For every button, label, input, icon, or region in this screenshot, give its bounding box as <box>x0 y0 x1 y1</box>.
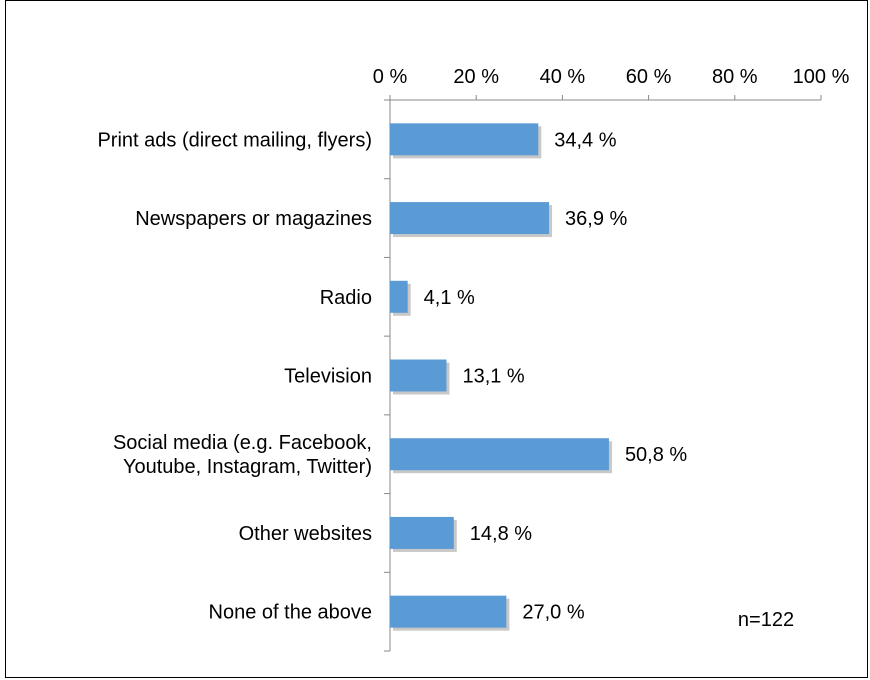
bar <box>390 359 447 392</box>
bars <box>390 123 612 631</box>
x-axis: 0 % 20 % 40 % 60 % 80 % 100 % <box>373 66 850 101</box>
category-label-line: None of the above <box>209 602 372 624</box>
data-label: 27,0 % <box>522 602 584 624</box>
category-label: Print ads (direct mailing, flyers) <box>97 129 372 151</box>
category-label: Social media (e.g. Facebook, Youtube, Ins… <box>113 432 372 478</box>
y-axis <box>384 99 391 652</box>
data-label: 4,1 % <box>424 287 475 309</box>
bar <box>390 438 609 471</box>
category-label-line: Radio <box>320 287 372 309</box>
bar <box>390 202 550 235</box>
category-label-line: Social media (e.g. Facebook, <box>113 432 372 454</box>
category-label: Other websites <box>239 523 372 545</box>
category-label-line: Print ads (direct mailing, flyers) <box>97 129 372 151</box>
bar <box>390 595 507 628</box>
x-tick-label: 40 % <box>540 66 586 88</box>
chart-frame: 0 % 20 % 40 % 60 % 80 % 100 % Print ads (dire… <box>5 0 868 678</box>
category-label: Radio <box>320 287 372 309</box>
x-tick-label: 60 % <box>626 66 672 88</box>
bar-chart: 0 % 20 % 40 % 60 % 80 % 100 % Print ads (dire… <box>97 66 850 652</box>
x-tick-label: 100 % <box>793 66 850 88</box>
x-tick-label: 0 % <box>373 66 408 88</box>
data-label: 36,9 % <box>565 208 627 230</box>
bar <box>390 280 408 313</box>
sample-size-note: n=122 <box>738 609 794 631</box>
data-labels: 34,4 % 36,9 % 4,1 % 13,1 % 50,8 % 14,8 % 27,0 … <box>424 129 688 623</box>
data-label: 13,1 % <box>462 366 524 388</box>
category-label-line: Newspapers or magazines <box>135 208 372 230</box>
bar <box>390 123 539 156</box>
data-label: 34,4 % <box>554 129 616 151</box>
x-tick-label: 20 % <box>453 66 499 88</box>
category-label-line: Television <box>284 366 372 388</box>
category-label: None of the above <box>209 602 372 624</box>
category-labels: Print ads (direct mailing, flyers) Newspa… <box>97 129 372 623</box>
data-label: 14,8 % <box>470 523 532 545</box>
data-label: 50,8 % <box>625 444 687 466</box>
category-label: Newspapers or magazines <box>135 208 372 230</box>
category-label-line: Other websites <box>239 523 372 545</box>
bar <box>390 516 454 549</box>
x-tick-label: 80 % <box>712 66 758 88</box>
category-label: Television <box>284 366 372 388</box>
category-label-line: Youtube, Instagram, Twitter) <box>123 456 372 478</box>
